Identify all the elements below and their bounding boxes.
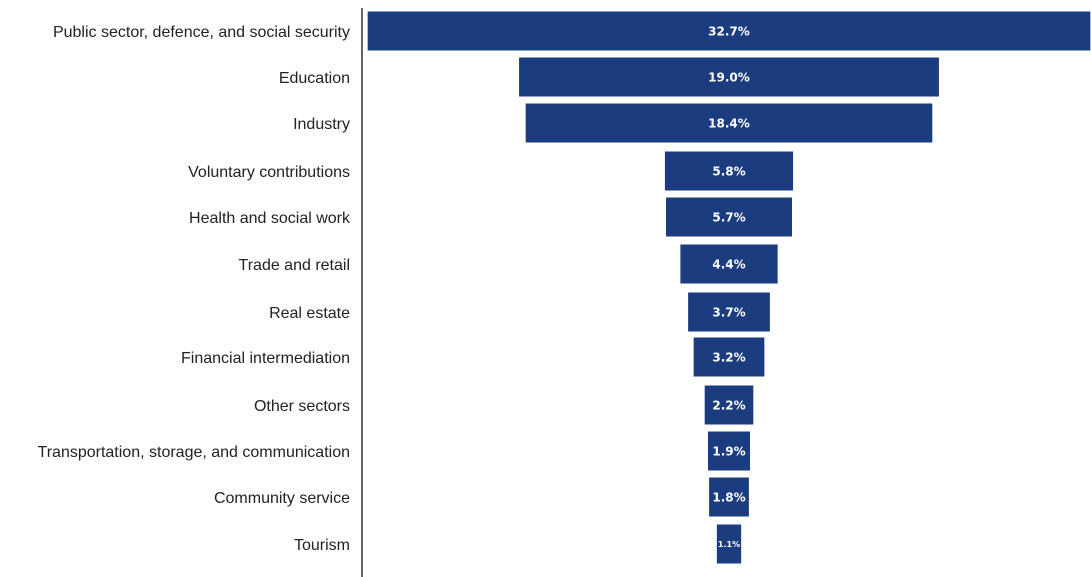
category-label: Trade and retail <box>239 257 350 274</box>
category-label: Transportation, storage, and communicati… <box>38 444 350 461</box>
bar <box>709 477 749 517</box>
value-label: 5.7% <box>712 210 745 224</box>
value-label: 3.2% <box>712 350 745 364</box>
category-label: Industry <box>293 116 350 133</box>
value-label: 1.1% <box>718 540 740 549</box>
value-label: 1.8% <box>712 490 745 504</box>
category-label: Tourism <box>294 537 350 554</box>
value-label: 4.4% <box>712 257 745 271</box>
bars-group <box>367 11 1091 564</box>
bar <box>704 385 754 425</box>
value-label: 2.2% <box>712 398 745 412</box>
category-label: Health and social work <box>189 210 351 227</box>
bar <box>688 292 770 332</box>
bar <box>525 103 933 143</box>
bar <box>716 524 742 564</box>
category-labels-group: Public sector, defence, and social secur… <box>38 24 351 554</box>
bar <box>664 151 794 191</box>
bar <box>708 431 750 471</box>
value-label: 32.7% <box>708 24 750 38</box>
value-label: 5.8% <box>712 164 745 178</box>
value-label: 1.9% <box>712 444 745 458</box>
category-label: Education <box>279 70 350 87</box>
value-label: 19.0% <box>708 70 750 84</box>
category-label: Financial intermediation <box>181 350 350 367</box>
value-label: 18.4% <box>708 116 750 130</box>
bar <box>519 57 939 97</box>
bar <box>693 337 765 377</box>
bar <box>367 11 1091 51</box>
bar <box>680 244 778 284</box>
category-label: Real estate <box>269 305 350 322</box>
bar <box>666 197 792 237</box>
category-label: Other sectors <box>254 398 350 415</box>
category-label: Public sector, defence, and social secur… <box>53 24 350 41</box>
value-label: 3.7% <box>712 305 745 319</box>
value-labels-group: 32.7% 19.0% 18.4% 5.8% 5.7% 4.4% 3.7% 3.2% 2.2% 1… <box>708 24 750 549</box>
category-label: Community service <box>214 490 350 507</box>
category-label: Voluntary contributions <box>188 164 350 181</box>
